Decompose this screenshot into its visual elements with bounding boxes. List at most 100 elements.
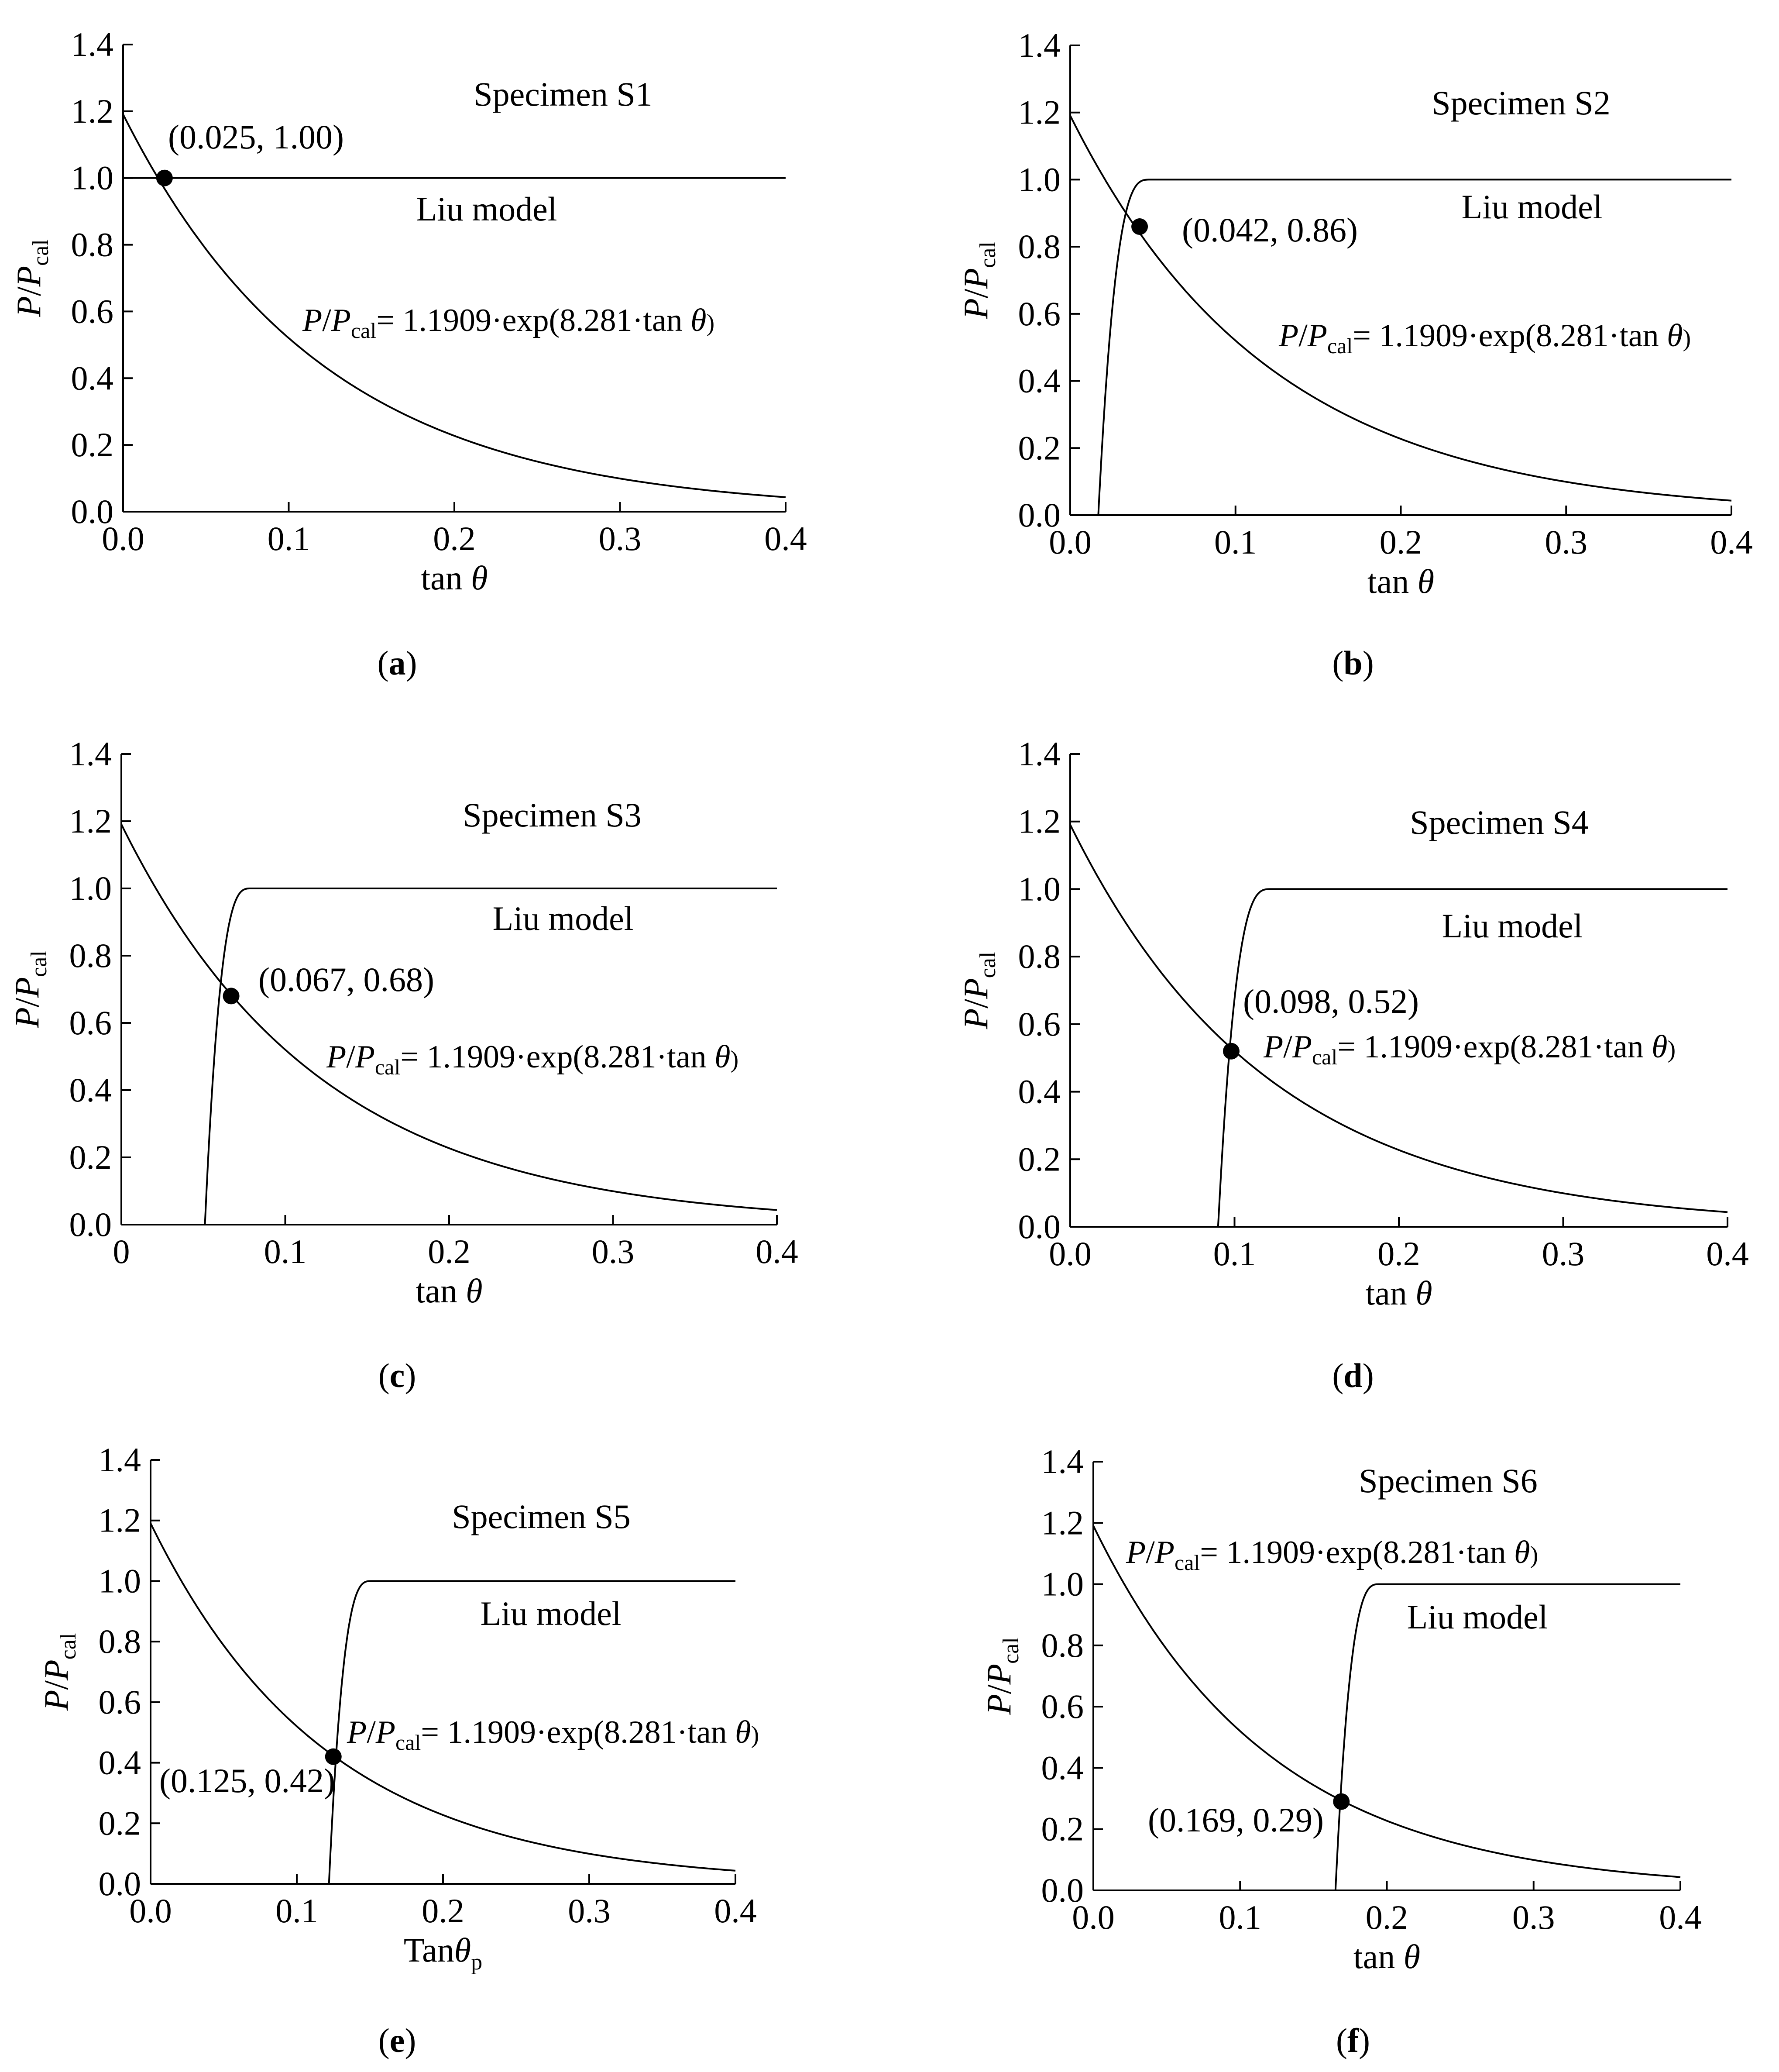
point-label: (0.098, 0.52) [1243,982,1419,1020]
y-tick-label: 1.4 [1041,1442,1084,1480]
y-axis-label-slash: / [8,998,46,1007]
y-tick-label: 0.0 [69,1205,112,1243]
y-tick-label: 1.0 [1041,1565,1084,1603]
equation-theta: θ [714,1039,730,1075]
caption-open: ( [1332,644,1343,682]
chart-panel-d: 0.0 0.1 0.2 0.3 0.4 0.0 0.2 0.4 0.6 0.8 1.0 1.2 1.4 t… [957,735,1749,1394]
y-axis-label-slash: / [980,1684,1018,1694]
y-tick-label: 0.8 [71,226,114,264]
x-tick-label: 0.4 [1706,1235,1749,1273]
y-tick-label: 0.2 [1018,1140,1061,1178]
y-tick-label: 0.0 [1041,1871,1084,1909]
intersection-point [156,169,173,186]
equation-sub: cal [1175,1550,1200,1575]
y-tick-label: 1.2 [71,92,114,130]
specimen-label: Specimen S2 [1432,84,1610,122]
caption-open: ( [378,2021,390,2059]
x-tick-label: 0.2 [433,520,476,558]
y-tick-label: 0.4 [1018,1073,1061,1111]
y-axis-label-p2: P [10,266,48,287]
x-axis-label-text: tan [1367,562,1418,600]
y-tick-label: 1.0 [1018,160,1061,198]
equation-label: P/Pcal= 1.1909·exp(8.281·tan θ) [326,1039,738,1079]
y-axis-label-sub: cal [56,1633,81,1660]
y-tick-label: 0.6 [1041,1687,1084,1725]
equation-p2: P [331,303,351,338]
equation-label: P/Pcal= 1.1909·exp(8.281·tan θ) [302,303,714,343]
x-axis-label-text: tan [416,1272,466,1310]
point-label: (0.042, 0.86) [1182,211,1358,249]
liu-model-label: Liu model [493,899,634,937]
x-axis-label-var: θ [1418,562,1434,600]
caption-close: ) [405,2021,416,2059]
equation-p: P [302,303,322,338]
x-tick-label: 0.2 [1377,1235,1420,1273]
equation-slash: / [1298,318,1308,354]
x-tick-label: 0.3 [568,1892,611,1930]
liu-model-label: Liu model [1407,1598,1548,1636]
y-tick-label: 1.2 [1018,93,1061,131]
chart-panel-c: 0 0.1 0.2 0.3 0.4 0.0 0.2 0.4 0.6 0.8 1.0 1.2 1.4 tan… [8,735,798,1394]
y-tick-label: 0.4 [99,1744,141,1782]
x-tick-label: 0.1 [264,1232,307,1270]
equation-p: P [347,1714,367,1750]
x-tick-label: 0.1 [1219,1898,1262,1936]
caption-open: ( [378,644,389,682]
equation-theta: θ [1514,1535,1530,1570]
y-axis-label-p2: P [957,978,995,999]
caption-close: ) [1359,2021,1370,2059]
series-exp-decay-line [1069,115,1732,502]
equation-rhs: = 1.1909·exp(8.281·tan [421,1714,735,1750]
equation-rhs: = 1.1909·exp(8.281·tan [1200,1535,1514,1570]
y-axis-label-p2: P [37,1659,75,1681]
x-tick-label: 0.1 [1213,1235,1256,1273]
y-tick-label: 0.8 [1018,227,1061,265]
caption-close: ) [1363,1356,1374,1394]
panel-caption: (d) [1332,1356,1374,1394]
equation-p: P [1278,318,1298,354]
point-label: (0.169, 0.29) [1148,1801,1324,1839]
panel-caption: (a) [378,644,417,682]
y-tick-label: 1.2 [69,802,112,840]
equation-close: ) [707,310,715,337]
chart-panel-a: 0.0 0.1 0.2 0.3 0.4 0.0 0.2 0.4 0.6 0.8 1.0 1.2 1.4 t… [10,25,807,682]
y-tick-label: 0.0 [1018,1208,1061,1246]
x-tick-label: 0.4 [756,1232,798,1270]
y-tick-label: 0.6 [1018,295,1061,333]
chart-panel-f: 0.0 0.1 0.2 0.3 0.4 0.0 0.2 0.4 0.6 0.8 1.0 1.2 1.4 t… [980,1442,1702,2059]
equation-close: ) [1530,1542,1539,1569]
y-axis-label-p: P [957,1008,995,1030]
y-tick-label: 1.2 [99,1501,141,1539]
y-tick-label: 0.2 [69,1138,112,1176]
equation-rhs: = 1.1909·exp(8.281·tan [1337,1029,1652,1065]
y-tick-label: 1.4 [1018,735,1061,773]
caption-letter: f [1347,2021,1359,2059]
panel-caption: (b) [1332,644,1374,682]
series-exp-decay-line [150,1523,736,1872]
specimen-label: Specimen S4 [1410,803,1588,841]
x-axis-label-sub: p [471,1950,482,1975]
x-tick-label: 0.2 [422,1892,464,1930]
x-tick-label: 0.2 [1380,523,1422,561]
y-tick-label: 0.0 [1018,496,1061,534]
intersection-point [1223,1043,1240,1060]
equation-rhs: = 1.1909·exp(8.281·tan [400,1039,714,1075]
liu-model-label: Liu model [1462,188,1603,226]
y-axis-label-sub: cal [27,950,52,977]
x-tick-label: 0.3 [592,1232,635,1270]
panel-caption: (f) [1336,2021,1370,2059]
x-axis-label: tan θ [1353,1938,1420,1976]
y-tick-label: 1.4 [99,1441,141,1479]
y-tick-label: 0.4 [69,1071,112,1109]
x-tick-label: 0.0 [129,1892,172,1930]
y-tick-label: 1.0 [1018,870,1061,908]
y-axis-label: P/Pcal [8,950,52,1029]
equation-sub: cal [1312,1045,1337,1069]
y-axis-label-p2: P [957,268,995,289]
y-tick-label: 1.0 [71,159,114,197]
x-tick-label: 0.4 [1659,1898,1702,1936]
equation-label: P/Pcal= 1.1909·exp(8.281·tan θ) [1126,1535,1538,1575]
x-axis-label-text: tan [1365,1274,1415,1312]
equation-sub: cal [351,318,376,343]
